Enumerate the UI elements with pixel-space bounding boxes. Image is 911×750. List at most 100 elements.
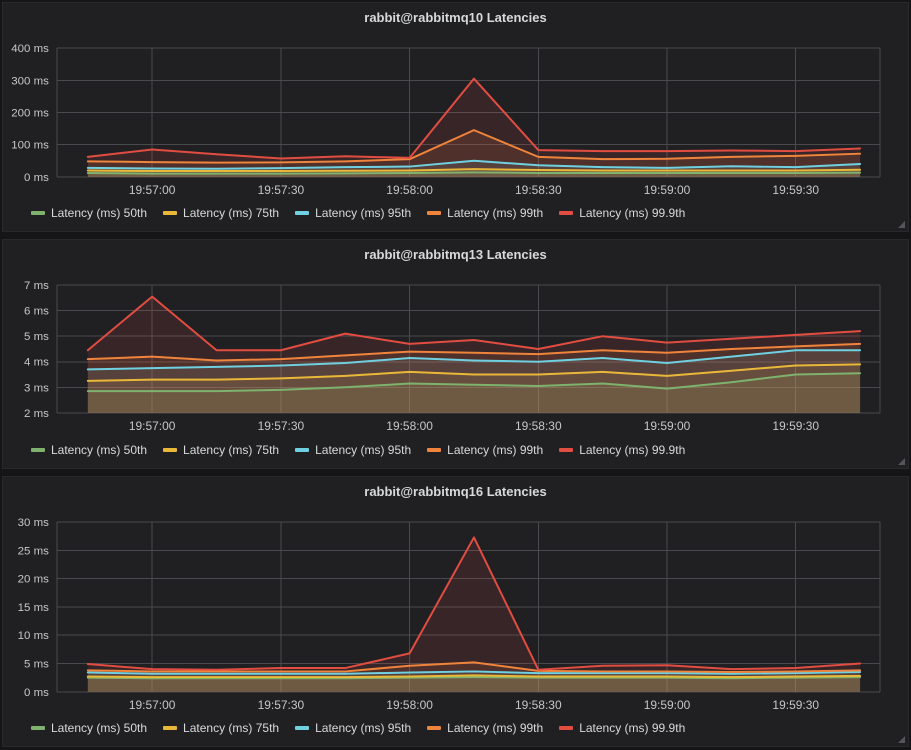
legend-item-latency-ms-75th[interactable]: Latency (ms) 75th	[163, 442, 279, 458]
legend-series-dash-icon	[559, 726, 574, 730]
series-line	[86, 363, 862, 382]
legend-series-dash-icon	[295, 726, 310, 730]
legend-item-latency-ms-95th[interactable]: Latency (ms) 95th	[295, 720, 411, 736]
y-axis-tick-label: 6 ms	[24, 306, 49, 318]
series-area-fill	[87, 296, 861, 413]
x-axis-tick-label: 19:59:00	[644, 183, 691, 197]
series-area-fill	[87, 130, 861, 177]
x-axis-tick-label: 19:59:00	[644, 419, 691, 433]
series-line	[86, 661, 862, 674]
series-line	[86, 372, 862, 393]
series-area-fill	[87, 537, 861, 692]
legend-item-latency-ms-99.9th[interactable]: Latency (ms) 99.9th	[559, 442, 685, 458]
y-axis-tick-label: 20 ms	[18, 574, 49, 586]
y-axis-tick-label: 0 ms	[24, 172, 49, 184]
x-axis-tick-label: 19:57:30	[258, 183, 305, 197]
legend-item-latency-ms-95th[interactable]: Latency (ms) 95th	[295, 205, 411, 221]
legend-item-latency-ms-99th[interactable]: Latency (ms) 99th	[427, 442, 543, 458]
legend-series-dash-icon	[559, 448, 574, 452]
panel-rabbitmq10-latencies: rabbit@rabbitmq10 Latencies 0 ms 100 ms 20…	[2, 2, 909, 232]
legend-item-latency-ms-75th[interactable]: Latency (ms) 75th	[163, 205, 279, 221]
legend-series-label: Latency (ms) 99th	[447, 443, 544, 457]
legend-series-dash-icon	[31, 726, 45, 730]
legend-series-label: Latency (ms) 50th	[51, 206, 148, 220]
legend-series-dash-icon	[295, 448, 310, 452]
legend-series-dash-icon	[163, 448, 178, 452]
legend-series-dash-icon	[427, 448, 442, 452]
latency-chart[interactable]: 2 ms 3 ms 4 ms 5 ms 6 ms 7 ms 19:57:00 19:57:30…	[3, 240, 908, 440]
y-axis-tick-label: 5 ms	[24, 331, 49, 343]
legend-series-dash-icon	[31, 448, 45, 452]
x-axis-tick-label: 19:59:30	[772, 419, 819, 433]
series-area-fill	[87, 78, 861, 177]
x-axis-tick-label: 19:57:30	[258, 698, 305, 712]
series-line	[86, 676, 862, 680]
series-area-fill	[87, 675, 861, 692]
legend-series-dash-icon	[163, 211, 178, 215]
x-axis-tick-label: 19:57:30	[258, 419, 305, 433]
panel-rabbitmq16-latencies: rabbit@rabbitmq16 Latencies 0 ms 5 ms 10 m…	[2, 476, 909, 747]
x-axis-tick-label: 19:58:30	[515, 698, 562, 712]
y-axis-tick-label: 3 ms	[24, 382, 49, 394]
legend-item-latency-ms-50th[interactable]: Latency (ms) 50th	[31, 205, 147, 221]
series-line	[86, 536, 862, 671]
legend-series-label: Latency (ms) 99.9th	[579, 206, 686, 220]
legend-item-latency-ms-99th[interactable]: Latency (ms) 99th	[427, 720, 543, 736]
y-axis-tick-label: 7 ms	[24, 280, 49, 292]
latency-chart[interactable]: 0 ms 5 ms 10 ms 15 ms 20 ms 25 ms 30 ms 19:57:0…	[3, 477, 908, 718]
legend-series-label: Latency (ms) 99th	[447, 206, 544, 220]
x-axis-tick-label: 19:58:00	[386, 698, 433, 712]
legend-item-latency-ms-99.9th[interactable]: Latency (ms) 99.9th	[559, 205, 685, 221]
series-line	[86, 77, 862, 160]
x-axis-tick-label: 19:58:00	[386, 183, 433, 197]
legend-item-latency-ms-50th[interactable]: Latency (ms) 50th	[31, 442, 147, 458]
series-line	[86, 168, 862, 173]
panel-title[interactable]: rabbit@rabbitmq10 Latencies	[364, 10, 547, 25]
series-line	[86, 349, 862, 371]
legend-series-label: Latency (ms) 99th	[447, 721, 544, 735]
panel-resize-handle-icon[interactable]	[898, 221, 905, 228]
legend-item-latency-ms-99th[interactable]: Latency (ms) 99th	[427, 205, 543, 221]
y-axis-tick-label: 400 ms	[11, 43, 49, 55]
legend-series-dash-icon	[295, 211, 310, 215]
x-axis-tick-label: 19:59:30	[772, 698, 819, 712]
x-axis-tick-label: 19:57:00	[129, 183, 176, 197]
y-axis-tick-label: 5 ms	[24, 659, 49, 671]
legend-series-dash-icon	[427, 211, 442, 215]
x-axis-tick-label: 19:57:00	[129, 698, 176, 712]
x-axis-tick-label: 19:59:30	[772, 183, 819, 197]
y-axis-tick-label: 15 ms	[18, 602, 49, 614]
legend-series-label: Latency (ms) 95th	[315, 721, 412, 735]
y-axis-tick-label: 30 ms	[18, 517, 49, 529]
panel-title[interactable]: rabbit@rabbitmq16 Latencies	[364, 484, 547, 499]
latency-chart[interactable]: 0 ms 100 ms 200 ms 300 ms 400 ms 19:57:00 19:5…	[3, 3, 908, 203]
legend-series-dash-icon	[559, 211, 574, 215]
legend-series-label: Latency (ms) 99.9th	[579, 443, 686, 457]
x-axis-tick-label: 19:58:30	[515, 419, 562, 433]
panel-resize-handle-icon[interactable]	[898, 736, 905, 743]
legend-item-latency-ms-75th[interactable]: Latency (ms) 75th	[163, 720, 279, 736]
chart-legend: Latency (ms) 50th Latency (ms) 75th Latenc…	[31, 720, 898, 736]
y-axis-tick-label: 10 ms	[18, 630, 49, 642]
panel-resize-handle-icon[interactable]	[898, 458, 905, 465]
panel-rabbitmq13-latencies: rabbit@rabbitmq13 Latencies 2 ms 3 ms 4 ms…	[2, 239, 909, 469]
series-area-fill	[87, 343, 861, 413]
y-axis-tick-label: 2 ms	[24, 408, 49, 420]
legend-series-label: Latency (ms) 95th	[315, 206, 412, 220]
legend-series-label: Latency (ms) 99.9th	[579, 721, 686, 735]
series-line	[86, 670, 862, 675]
y-axis-tick-label: 300 ms	[11, 75, 49, 87]
series-line	[86, 159, 862, 170]
legend-series-dash-icon	[31, 211, 45, 215]
legend-series-label: Latency (ms) 50th	[51, 443, 148, 457]
panel-title[interactable]: rabbit@rabbitmq13 Latencies	[364, 247, 547, 262]
y-axis-tick-label: 0 ms	[24, 687, 49, 699]
legend-series-dash-icon	[427, 726, 442, 730]
legend-series-label: Latency (ms) 75th	[183, 721, 280, 735]
series-line	[86, 295, 862, 352]
series-line	[86, 674, 862, 679]
series-area-fill	[87, 677, 861, 692]
legend-item-latency-ms-99.9th[interactable]: Latency (ms) 99.9th	[559, 720, 685, 736]
legend-item-latency-ms-95th[interactable]: Latency (ms) 95th	[295, 442, 411, 458]
legend-item-latency-ms-50th[interactable]: Latency (ms) 50th	[31, 720, 147, 736]
